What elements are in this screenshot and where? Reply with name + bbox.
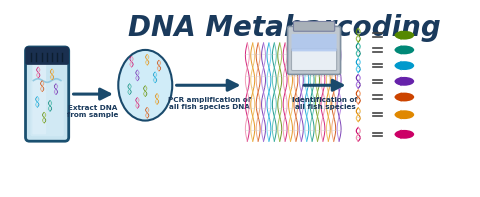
Polygon shape [395, 45, 401, 55]
FancyBboxPatch shape [291, 34, 336, 51]
Polygon shape [395, 110, 401, 120]
FancyBboxPatch shape [291, 49, 336, 71]
FancyBboxPatch shape [288, 26, 341, 74]
Polygon shape [395, 129, 401, 139]
Ellipse shape [395, 31, 414, 40]
Ellipse shape [395, 130, 414, 139]
Ellipse shape [395, 93, 414, 101]
Text: PCR amplification of
all fish species DNA: PCR amplification of all fish species DN… [168, 97, 251, 110]
Ellipse shape [118, 50, 172, 121]
Ellipse shape [395, 77, 414, 86]
Text: DNA Metabarcoding: DNA Metabarcoding [128, 14, 441, 42]
FancyBboxPatch shape [30, 81, 64, 136]
Ellipse shape [395, 61, 414, 70]
FancyBboxPatch shape [25, 47, 69, 141]
Polygon shape [395, 61, 401, 71]
Text: Identification of
all fish species: Identification of all fish species [292, 97, 358, 110]
Ellipse shape [395, 110, 414, 119]
FancyBboxPatch shape [32, 58, 46, 134]
Polygon shape [395, 30, 401, 40]
Ellipse shape [395, 46, 414, 54]
FancyBboxPatch shape [293, 21, 335, 31]
FancyBboxPatch shape [26, 47, 68, 64]
Text: Extract DNA
from sample: Extract DNA from sample [67, 105, 118, 118]
Polygon shape [395, 92, 401, 102]
Polygon shape [395, 76, 401, 86]
